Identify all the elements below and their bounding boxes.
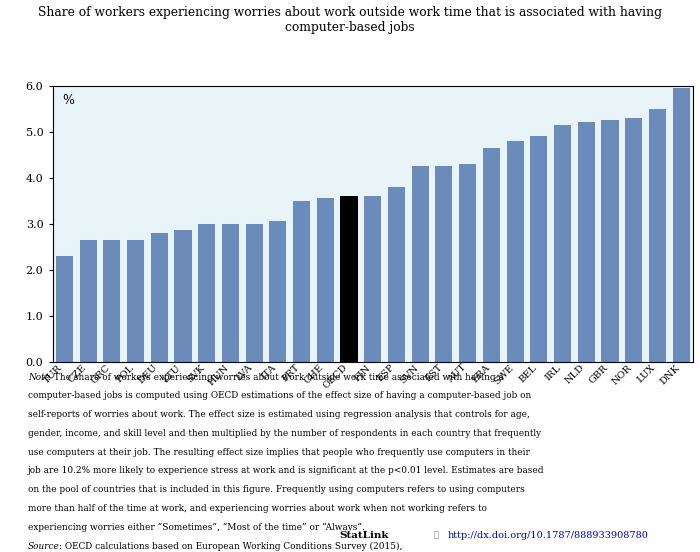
Bar: [80, 240, 97, 362]
Bar: [174, 231, 192, 362]
Bar: [150, 233, 168, 362]
Bar: [578, 123, 595, 362]
Bar: [293, 200, 310, 362]
Bar: [554, 125, 571, 362]
Text: computer-based jobs is computed using OECD estimations of the effect size of hav: computer-based jobs is computed using OE…: [28, 391, 531, 400]
Text: on the pool of countries that is included in this figure. Frequently using compu: on the pool of countries that is include…: [28, 485, 525, 494]
Bar: [435, 166, 452, 362]
Bar: [222, 224, 239, 362]
Bar: [673, 88, 690, 362]
Bar: [104, 240, 120, 362]
Bar: [601, 120, 619, 362]
Text: ⬛: ⬛: [434, 531, 439, 540]
Text: job are 10.2% more likely to experience stress at work and is significant at the: job are 10.2% more likely to experience …: [28, 466, 545, 475]
Bar: [127, 240, 144, 362]
Text: more than half of the time at work, and experiencing worries about work when not: more than half of the time at work, and …: [28, 504, 487, 513]
Text: experiencing worries either “Sometimes”, “Most of the time” or “Always”.: experiencing worries either “Sometimes”,…: [28, 523, 365, 532]
Bar: [483, 147, 500, 362]
Bar: [531, 136, 547, 362]
Text: Source: Source: [28, 542, 60, 550]
Text: http://dx.doi.org/10.1787/888933908780: http://dx.doi.org/10.1787/888933908780: [448, 531, 649, 540]
Text: Share of workers experiencing worries about work outside work time that is assoc: Share of workers experiencing worries ab…: [38, 6, 662, 34]
Text: %: %: [62, 94, 74, 107]
Text: use computers at their job. The resulting effect size implies that people who fr: use computers at their job. The resultin…: [28, 448, 530, 457]
Bar: [270, 221, 286, 362]
Bar: [317, 198, 334, 362]
Text: StatLink: StatLink: [340, 531, 389, 540]
Text: : The share of workers experiencing worries about work outside work time associa: : The share of workers experiencing worr…: [48, 373, 503, 381]
Bar: [459, 164, 476, 362]
Bar: [649, 109, 666, 362]
Text: Note: Note: [28, 373, 50, 381]
Bar: [56, 256, 73, 362]
Bar: [340, 196, 358, 362]
Bar: [388, 187, 405, 362]
Text: : OECD calculations based on European Working Conditions Survey (2015),: : OECD calculations based on European Wo…: [59, 542, 402, 551]
Text: self-reports of worries about work. The effect size is estimated using regressio: self-reports of worries about work. The …: [28, 410, 530, 419]
Bar: [412, 166, 428, 362]
Bar: [625, 118, 642, 362]
Text: gender, income, and skill level and then multiplied by the number of respondents: gender, income, and skill level and then…: [28, 429, 541, 438]
Bar: [507, 141, 524, 362]
Bar: [364, 196, 382, 362]
Bar: [246, 224, 262, 362]
Bar: [198, 224, 215, 362]
